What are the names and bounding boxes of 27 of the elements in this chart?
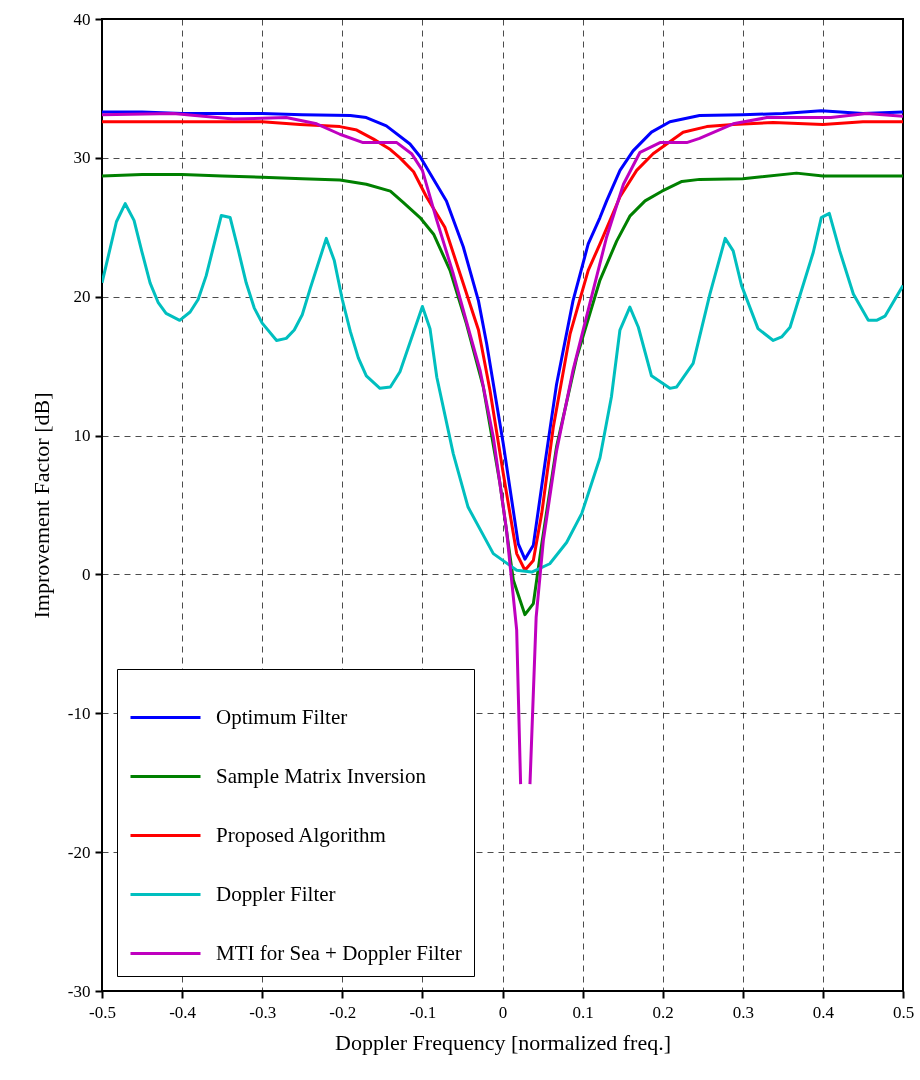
y-tick-label: 40 <box>73 9 91 29</box>
legend-label: Sample Matrix Inversion <box>216 763 427 788</box>
line-series <box>102 202 903 574</box>
y-tick-label: -30 <box>67 981 91 1001</box>
x-tick-label: 0 <box>498 1002 508 1022</box>
x-tick-label: -0.5 <box>89 1002 116 1022</box>
y-tick-label: -10 <box>67 703 91 723</box>
x-axis-title: Doppler Frequency [normalized freq.] <box>335 1029 671 1055</box>
legend-label: MTI for Sea + Doppler Filter <box>216 940 462 965</box>
y-tick-label: 10 <box>73 426 91 446</box>
legend-label: Doppler Filter <box>216 881 336 906</box>
x-tick-label: 0.5 <box>892 1002 915 1022</box>
x-tick-label: -0.1 <box>409 1002 437 1022</box>
x-tick-label: 0.1 <box>572 1002 594 1022</box>
y-tick-label: 20 <box>73 287 91 307</box>
y-tick-label: 0 <box>82 564 91 584</box>
x-tick-label: -0.3 <box>249 1002 277 1022</box>
y-tick-label: 30 <box>73 148 91 168</box>
x-tick-label: 0.4 <box>812 1002 835 1022</box>
legend-label: Optimum Filter <box>216 704 348 729</box>
x-tick-label: 0.3 <box>732 1002 754 1022</box>
y-axis-title: Improvement Factor [dB] <box>28 392 54 619</box>
y-tick-label: -20 <box>67 842 91 862</box>
legend-label: Proposed Algorithm <box>216 822 386 847</box>
x-tick-label: -0.4 <box>169 1002 197 1022</box>
x-tick-label: 0.2 <box>652 1002 674 1022</box>
x-tick-label: -0.2 <box>329 1002 357 1022</box>
